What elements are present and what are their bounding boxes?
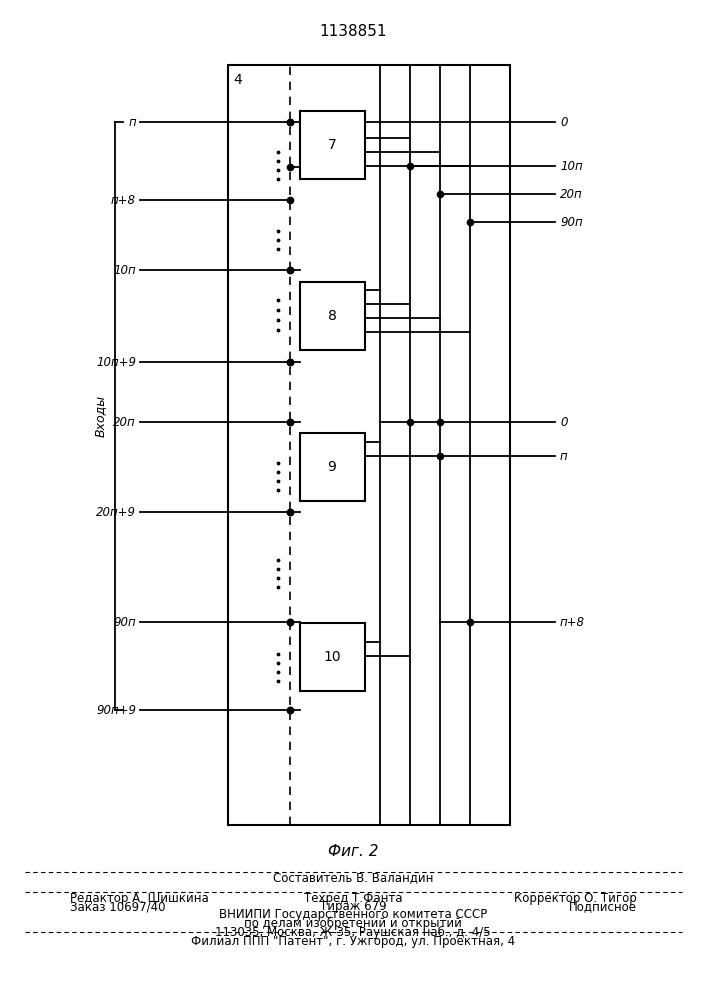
Text: 7: 7: [327, 138, 337, 152]
Text: Фиг. 2: Фиг. 2: [328, 844, 378, 859]
Text: 20п+9: 20п+9: [96, 506, 136, 518]
Bar: [300, 433, 365, 501]
Text: Корректор О. Тигор: Корректор О. Тигор: [514, 892, 637, 905]
Text: Заказ 10697/40: Заказ 10697/40: [70, 900, 165, 913]
Text: 9: 9: [327, 460, 337, 474]
Text: 0: 0: [560, 416, 568, 428]
Text: Тираж 679: Тираж 679: [320, 900, 386, 913]
Text: Входы: Входы: [93, 395, 107, 437]
Bar: [300, 111, 365, 179]
Text: 20п: 20п: [113, 416, 136, 428]
Text: п: п: [129, 115, 136, 128]
Text: п: п: [560, 450, 568, 462]
Bar: [300, 282, 365, 350]
Text: 113035, Москва, Ж-35, Раушская наб., д. 4/5: 113035, Москва, Ж-35, Раушская наб., д. …: [215, 926, 491, 939]
Text: 20п: 20п: [560, 188, 583, 200]
Text: Филиал ППП "Патент", г. Ужгород, ул. Проектная, 4: Филиал ППП "Патент", г. Ужгород, ул. Про…: [191, 936, 515, 948]
Text: Техред Т.Фанта: Техред Т.Фанта: [304, 892, 402, 905]
Text: 10п: 10п: [560, 159, 583, 172]
Text: Составитель В. Валандин: Составитель В. Валандин: [273, 871, 433, 884]
Text: Подписное: Подписное: [569, 900, 637, 913]
Text: 10: 10: [323, 650, 341, 664]
Text: 90п: 90п: [560, 216, 583, 229]
Bar: [300, 623, 365, 691]
Text: Редактор А. Шишкина: Редактор А. Шишкина: [70, 892, 209, 905]
Text: ВНИИПИ Государственного комитета СССР: ВНИИПИ Государственного комитета СССР: [219, 908, 487, 921]
Text: 8: 8: [327, 309, 337, 323]
Text: п+8: п+8: [111, 194, 136, 207]
Text: по делам изобретений и открытий: по делам изобретений и открытий: [244, 917, 462, 930]
Text: п+8: п+8: [560, 615, 585, 629]
Text: 1138851: 1138851: [320, 24, 387, 39]
Bar: [228, 65, 510, 825]
Text: 10п: 10п: [113, 263, 136, 276]
Text: 0: 0: [560, 115, 568, 128]
Text: 90п: 90п: [113, 615, 136, 629]
Text: 4: 4: [233, 73, 242, 87]
Text: 90п+9: 90п+9: [96, 704, 136, 716]
Text: 10п+9: 10п+9: [96, 356, 136, 368]
